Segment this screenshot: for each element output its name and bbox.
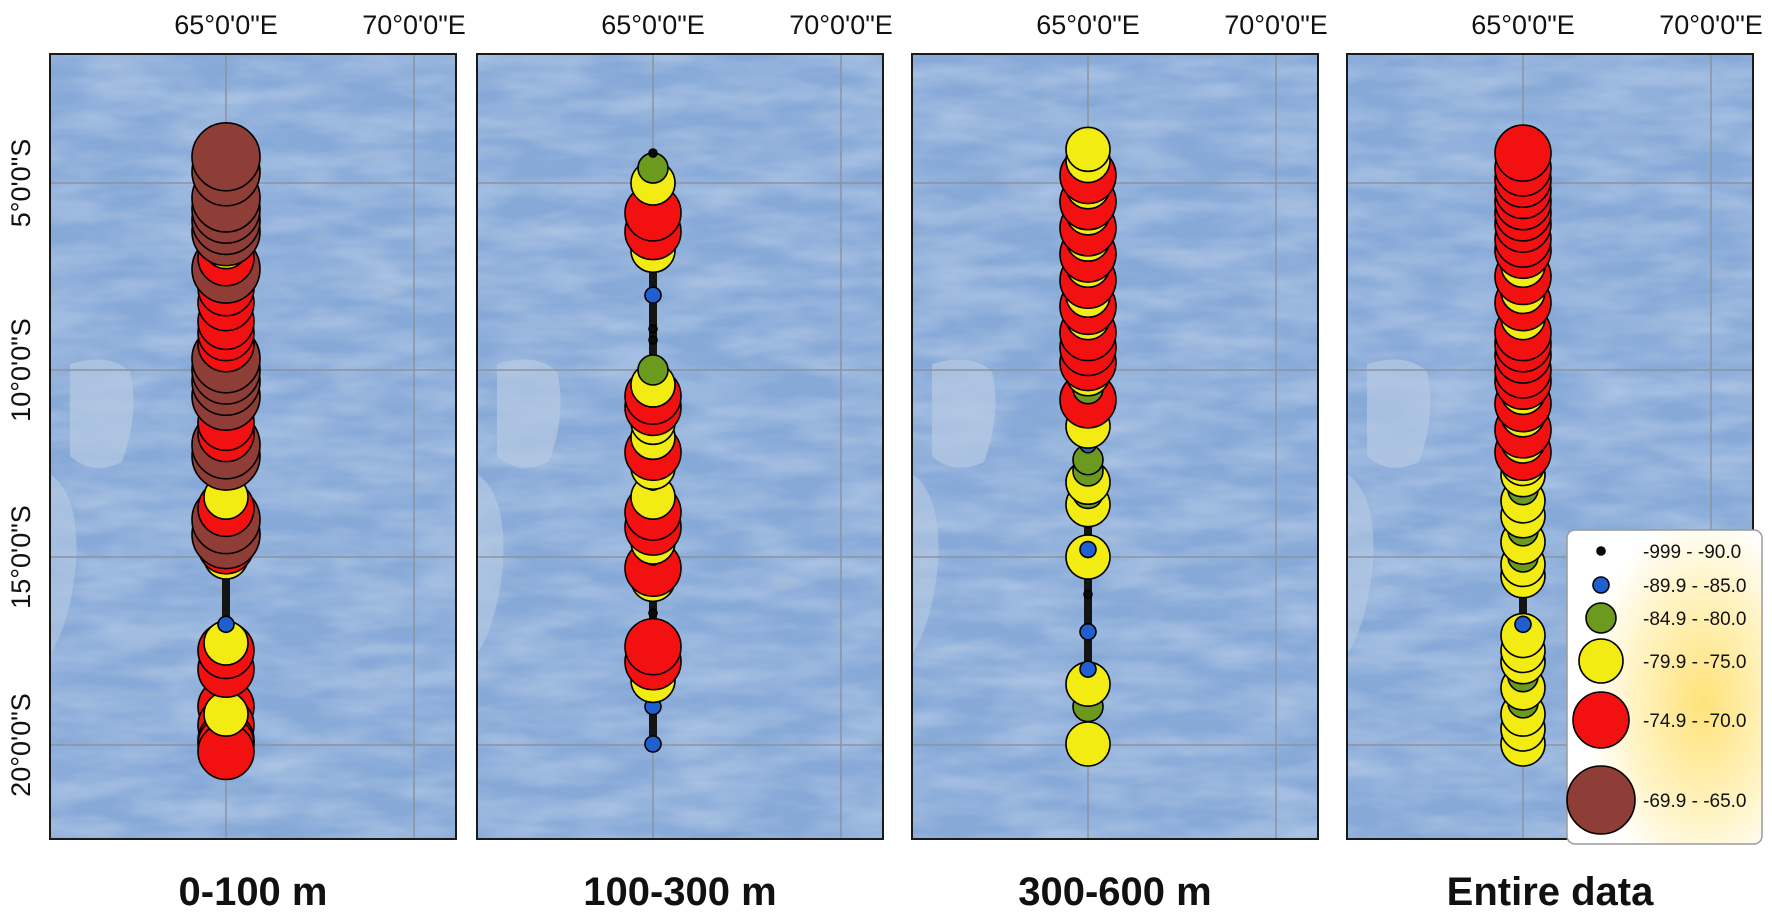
- map-panel-p2: 65°0'0"E 70°0'0"E 100-300 m: [476, 10, 893, 914]
- sample-point: [1065, 721, 1111, 767]
- sample-point: [1083, 589, 1093, 600]
- sample-point: [648, 608, 658, 618]
- map-frame: [49, 53, 457, 840]
- legend-label: -79.9 - -75.0: [1643, 652, 1747, 673]
- legend-symbol: [1566, 765, 1636, 835]
- sample-point: [1079, 540, 1097, 559]
- shallow-bank: [1347, 474, 1374, 654]
- legend-label: -999 - -90.0: [1643, 542, 1741, 563]
- shallow-bank: [477, 474, 504, 654]
- latitude-label: 5°0'0"S: [6, 139, 36, 228]
- shallow-bank: [50, 474, 77, 654]
- legend-symbol: [1572, 691, 1630, 749]
- shallow-bank: [912, 474, 939, 654]
- panel-title: 0-100 m: [179, 870, 328, 914]
- legend-symbol: [1596, 546, 1606, 556]
- map-frame: [911, 53, 1319, 840]
- legend-symbol: [1592, 576, 1610, 594]
- meridian-label: 65°0'0"E: [1471, 10, 1575, 40]
- sample-point: [648, 148, 658, 158]
- legend-box: [1566, 529, 1763, 845]
- latitude-labels: 5°0'0"S 10°0'0"S 15°0'0"S 20°0'0"S: [6, 139, 36, 797]
- sample-point: [648, 335, 658, 345]
- latitude-label: 10°0'0"S: [6, 318, 36, 422]
- meridian-label: 65°0'0"E: [1036, 10, 1140, 40]
- meridian-label: 70°0'0"E: [362, 10, 466, 40]
- panel-title: 100-300 m: [583, 870, 776, 914]
- latitude-label: 20°0'0"S: [6, 693, 36, 797]
- legend-symbol: [1578, 638, 1624, 684]
- meridian-label: 65°0'0"E: [174, 10, 278, 40]
- latitude-label: 15°0'0"S: [6, 505, 36, 609]
- sample-point: [1079, 622, 1097, 641]
- map-frame: [476, 53, 884, 840]
- shallow-bank: [70, 359, 134, 468]
- legend-label: -69.9 - -65.0: [1643, 791, 1747, 812]
- sample-point: [1079, 660, 1097, 679]
- sample-point: [1514, 615, 1532, 634]
- legend-label: -84.9 - -80.0: [1643, 609, 1747, 630]
- panels-layer: 65°0'0"E 70°0'0"E 0-100 m 65°0'0"E 70°0'0"E 1…: [6, 10, 1763, 914]
- sample-point: [203, 691, 249, 737]
- sample-point: [644, 286, 662, 305]
- sample-point: [191, 122, 261, 192]
- legend-label: -74.9 - -70.0: [1643, 711, 1747, 732]
- sample-point: [644, 735, 662, 753]
- map-panel-p1: 65°0'0"E 70°0'0"E 0-100 m: [49, 10, 466, 914]
- panel-title: 300-600 m: [1018, 870, 1211, 914]
- sample-point: [1494, 124, 1552, 182]
- meridian-label: 70°0'0"E: [1224, 10, 1328, 40]
- sample-point: [648, 324, 658, 334]
- meridian-label: 65°0'0"E: [601, 10, 705, 40]
- shallow-bank: [497, 359, 561, 468]
- sample-point: [1065, 126, 1111, 173]
- sample-point: [217, 615, 235, 634]
- legend-symbol: [1585, 602, 1617, 634]
- map-panel-p3: 65°0'0"E 70°0'0"E 300-600 m: [911, 10, 1328, 914]
- sample-point: [637, 354, 669, 386]
- sample-point: [624, 617, 682, 676]
- map-frame: [1346, 53, 1754, 840]
- shallow-bank: [932, 359, 996, 468]
- legend-label: -89.9 - -85.0: [1643, 576, 1747, 597]
- sample-point: [1500, 612, 1546, 659]
- legend: -999 - -90.0 -89.9 - -85.0 -84.9 - -80.0 -7…: [1566, 529, 1763, 845]
- meridian-label: 70°0'0"E: [1659, 10, 1763, 40]
- shallow-bank: [1367, 359, 1431, 468]
- meridian-label: 70°0'0"E: [789, 10, 893, 40]
- panel-title: Entire data: [1447, 870, 1654, 914]
